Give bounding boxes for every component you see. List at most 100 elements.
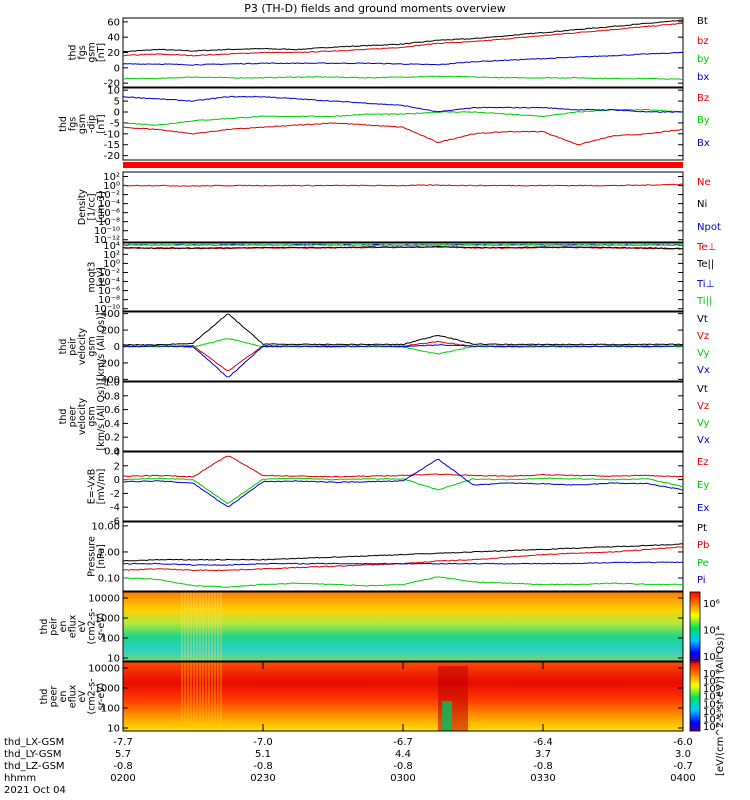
- legend-entry: By: [697, 115, 710, 126]
- footer-row-label: thd_LY-GSM: [4, 749, 61, 760]
- ytick-label: 10⁻²: [98, 190, 120, 201]
- colorbar-tick: 10⁶: [703, 599, 720, 610]
- panel-5: 1.0 0.8 0.6 0.4 0.2 0.0thdpeervelocitygsm[km/…: [58, 378, 710, 458]
- legend-entry: Ez: [697, 457, 709, 468]
- ytick-label: 10000: [88, 664, 120, 675]
- ytick-label: -10: [104, 129, 120, 140]
- page-title: P3 (TH-D) fields and ground moments over…: [244, 2, 506, 15]
- ytick-label: 0: [114, 342, 120, 353]
- ytick-label: 0.4: [104, 419, 120, 430]
- ytick-label: 0.0: [104, 447, 120, 458]
- ytick-label: 60: [107, 17, 120, 28]
- ytick-label: 5: [114, 97, 120, 108]
- ytick-label: 0: [114, 63, 120, 74]
- series-line-By: [122, 108, 684, 126]
- ytick-label: -20: [104, 79, 120, 90]
- colorbar: [689, 661, 701, 732]
- ylabel: thdpeirvelocitygsm[km/s (All Qs)]: [58, 313, 107, 381]
- legend-entry: Vt: [697, 384, 708, 395]
- ytick-label: 100: [101, 634, 120, 645]
- legend-entry: Vy: [697, 348, 710, 359]
- colorbar-tick: 10³: [703, 707, 720, 718]
- footer-value: 0200: [110, 773, 135, 784]
- series-line-Pe: [122, 576, 684, 588]
- footer-row-label: 2021 Oct 04: [4, 785, 66, 796]
- footer-value: -0.8: [113, 761, 133, 772]
- colorbar-tick: 10⁷: [703, 677, 720, 688]
- ytick-label: 10⁰: [103, 181, 120, 192]
- legend-entry: Pb: [697, 540, 709, 551]
- series-line-bz: [122, 22, 684, 57]
- ytick-label: -5: [110, 118, 120, 129]
- panel-frame: [122, 381, 684, 452]
- legend-entry: Vx: [697, 365, 710, 376]
- footer-row-label: thd_LX-GSM: [4, 737, 64, 748]
- legend-entry: Ti||: [696, 296, 712, 307]
- ylabel: thdpeervelocitygsm[km/s (All Qs)]: [58, 383, 107, 451]
- series-line-Vx: [122, 344, 684, 378]
- ytick-label: 0: [114, 475, 120, 486]
- colorbar-tick: 10⁸: [703, 669, 720, 680]
- ytick-label: 200: [101, 326, 120, 337]
- footer-value: 4.4: [395, 749, 411, 760]
- footer-value: -7.7: [113, 737, 133, 748]
- legend-entry: Ey: [697, 480, 709, 491]
- legend-entry: Ne: [697, 177, 711, 188]
- footer-value: 5.7: [115, 749, 131, 760]
- legend-entry: Te⊥: [696, 242, 716, 253]
- series-line-by: [122, 75, 684, 81]
- colorbar-tick: 10⁵: [703, 692, 720, 703]
- series-line-Ey: [123, 477, 684, 504]
- series-line-Bt: [122, 19, 684, 53]
- ytick-label: 20: [107, 48, 120, 59]
- panel-frame: [122, 242, 684, 312]
- ytick-label: 10: [107, 724, 120, 735]
- series-line-Te||: [122, 245, 683, 250]
- legend-entry: Ti⊥: [696, 279, 714, 290]
- spectrogram: [123, 662, 683, 731]
- series-line-Pt: [122, 543, 684, 562]
- footer-value: 3.0: [675, 749, 691, 760]
- series-line-Bx: [122, 95, 683, 113]
- spectrogram: [123, 592, 683, 661]
- series-line-Ne: [123, 183, 684, 187]
- legend-entry: Vy: [697, 418, 710, 429]
- ylabel: Pressure[nPa]: [87, 536, 108, 577]
- ytick-label: 10⁻⁴: [98, 199, 120, 210]
- footer-value: -6.7: [393, 737, 413, 748]
- legend-entry: Pt: [697, 523, 707, 534]
- ytick-label: 10⁴: [103, 241, 120, 252]
- ytick-label: -4: [110, 503, 120, 514]
- footer-value: -0.8: [393, 761, 413, 772]
- panel-frame: [122, 451, 684, 522]
- ylabel: thdpeerenefluxeV(cm2-s-sr-eV): [39, 678, 107, 714]
- ytick-label: 0.10: [98, 573, 120, 584]
- colorbar-tick: 10⁴: [703, 699, 720, 710]
- panel-frame: [122, 171, 684, 243]
- ytick-label: 10⁻²: [98, 268, 120, 279]
- footer-value: 0300: [390, 773, 415, 784]
- legend-entry: Bz: [697, 93, 709, 104]
- footer-value: -0.8: [253, 761, 273, 772]
- legend-entry: Te||: [696, 259, 714, 270]
- series-line-Ex: [122, 458, 684, 508]
- colorbar-tick: 10⁶: [703, 684, 720, 695]
- ytick-label: 0.6: [104, 405, 120, 416]
- panel-frame: [122, 521, 684, 592]
- ylabel: E=-VxB[mV/m]: [87, 469, 108, 505]
- footer-value: 5.1: [255, 749, 271, 760]
- ytick-label: 4: [114, 448, 120, 459]
- ytick-label: -15: [104, 140, 120, 151]
- legend-entry: by: [697, 54, 709, 65]
- legend-entry: Bx: [697, 138, 710, 149]
- ytick-label: 40: [107, 33, 120, 44]
- colorbar-tick: 10¹: [703, 722, 720, 733]
- ytick-label: 0.8: [104, 391, 120, 402]
- colorbars-group: 10⁶10⁴10²10⁸10⁷10⁶10⁵10⁴10³10²10¹[eV/(cm…: [689, 591, 726, 776]
